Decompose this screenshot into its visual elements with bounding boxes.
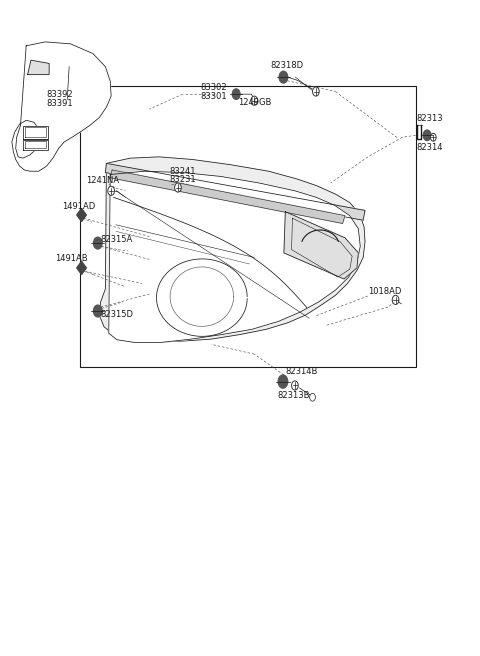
Polygon shape xyxy=(28,60,49,75)
Circle shape xyxy=(108,186,115,195)
Text: 1018AD: 1018AD xyxy=(368,287,401,296)
Text: 1241NA: 1241NA xyxy=(86,176,120,185)
Text: 83231: 83231 xyxy=(170,175,196,184)
Polygon shape xyxy=(12,42,111,171)
Text: 83392: 83392 xyxy=(47,91,73,99)
Circle shape xyxy=(279,72,288,83)
Text: 83302: 83302 xyxy=(200,83,227,92)
Text: 82313: 82313 xyxy=(417,113,443,123)
Circle shape xyxy=(392,295,399,304)
Text: 83241: 83241 xyxy=(170,167,196,176)
Text: 82315D: 82315D xyxy=(101,310,133,319)
Circle shape xyxy=(94,237,102,249)
Text: 1491AB: 1491AB xyxy=(55,255,87,263)
Text: 83301: 83301 xyxy=(200,92,227,100)
Circle shape xyxy=(175,183,181,192)
Text: 82314B: 82314B xyxy=(285,367,318,376)
Circle shape xyxy=(310,394,315,401)
Text: 1491AD: 1491AD xyxy=(62,202,96,211)
Polygon shape xyxy=(77,261,86,274)
Polygon shape xyxy=(110,170,345,224)
Text: 83391: 83391 xyxy=(47,99,73,108)
Text: 82318D: 82318D xyxy=(270,61,303,70)
Text: 82313B: 82313B xyxy=(277,392,310,400)
Bar xyxy=(80,87,416,367)
Circle shape xyxy=(232,89,240,99)
Polygon shape xyxy=(99,157,365,342)
Circle shape xyxy=(291,381,298,390)
Polygon shape xyxy=(106,163,365,220)
Polygon shape xyxy=(77,209,86,222)
Text: 82314: 82314 xyxy=(417,142,443,152)
Circle shape xyxy=(312,87,319,96)
Circle shape xyxy=(431,133,436,141)
Text: 1249GB: 1249GB xyxy=(238,98,271,107)
Polygon shape xyxy=(109,171,360,342)
Circle shape xyxy=(423,130,431,140)
Polygon shape xyxy=(23,140,48,150)
Circle shape xyxy=(278,375,288,388)
Text: 82315A: 82315A xyxy=(101,235,133,243)
Polygon shape xyxy=(23,125,48,138)
Circle shape xyxy=(251,96,258,105)
Polygon shape xyxy=(284,212,359,279)
Circle shape xyxy=(94,305,102,317)
